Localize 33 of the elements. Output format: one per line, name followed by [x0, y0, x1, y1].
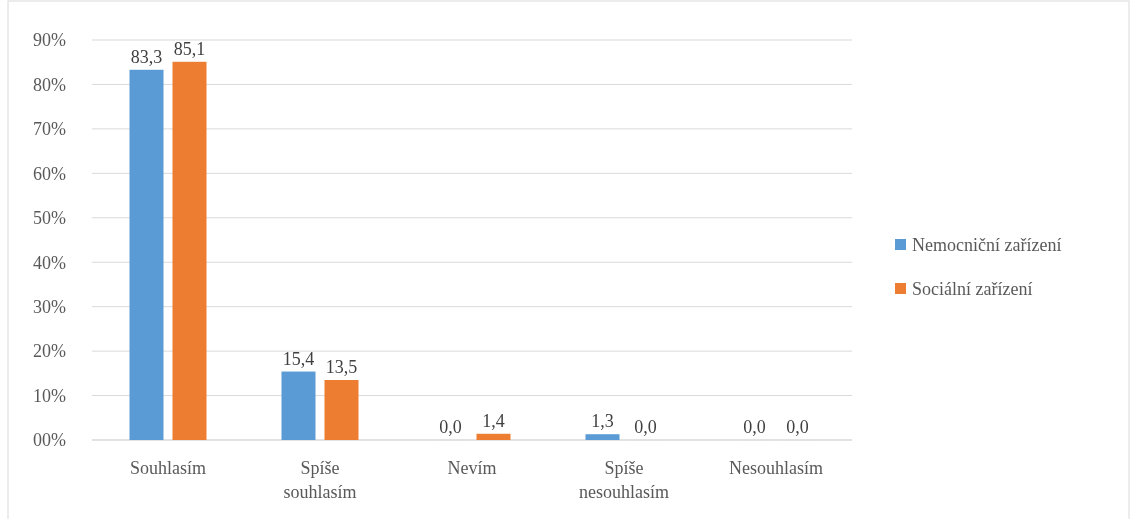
data-label: 85,1 — [173, 38, 206, 59]
data-label: 1,4 — [482, 410, 505, 431]
data-label: 0,0 — [634, 417, 657, 437]
bar — [476, 433, 511, 440]
y-tick-label: 20% — [33, 341, 66, 362]
y-tick-label: 30% — [33, 296, 66, 317]
data-label: 0,0 — [743, 417, 766, 437]
data-label: 0,0 — [439, 417, 462, 437]
bar — [129, 69, 164, 440]
y-tick-label: 50% — [33, 208, 66, 229]
y-tick-label: 10% — [33, 385, 66, 406]
y-tick-label: 60% — [33, 163, 66, 184]
legend-label: Nemocniční zařízení — [912, 235, 1062, 256]
data-label: 83,3 — [130, 46, 163, 67]
data-label: 1,3 — [591, 411, 614, 432]
bar — [585, 434, 620, 440]
y-tick-label: 00% — [33, 430, 66, 451]
data-label: 15,4 — [282, 348, 315, 369]
x-tick-label: Souhlasím — [129, 458, 207, 478]
y-tick-label: 40% — [33, 252, 66, 273]
bar — [324, 380, 359, 440]
y-tick-label: 80% — [33, 74, 66, 95]
data-label: 0,0 — [786, 417, 809, 437]
x-tick-label: Spíše nesouhlasím — [579, 458, 669, 502]
legend-label: Sociální zařízení — [912, 279, 1033, 300]
data-label: 13,5 — [325, 357, 358, 377]
x-tick-label: Nesouhlasím — [729, 458, 823, 478]
x-tick-label: Nevím — [447, 458, 497, 478]
y-tick-label: 90% — [33, 30, 66, 51]
bar — [281, 371, 316, 440]
x-tick-label: Spíše souhlasím — [283, 458, 357, 502]
y-tick-label: 70% — [33, 119, 66, 140]
bar — [172, 61, 207, 440]
